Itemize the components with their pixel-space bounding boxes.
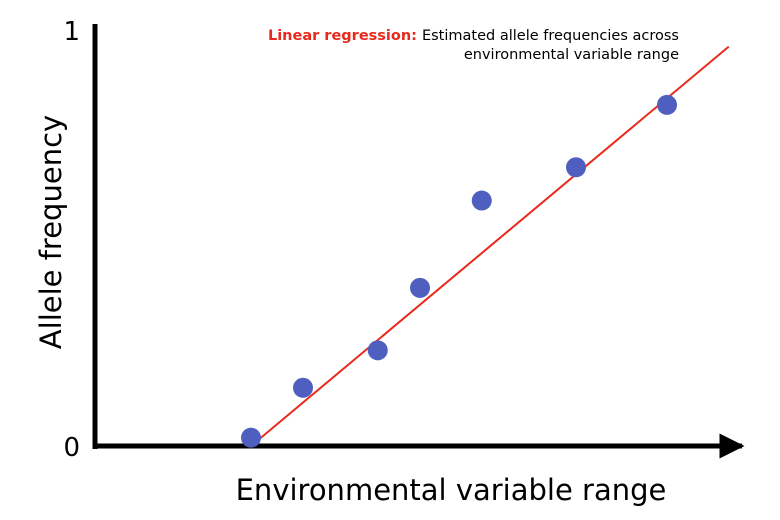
- data-point-7: [657, 94, 677, 115]
- regression-annotation-line1: Linear regression: Estimated allele frequ…: [268, 28, 679, 44]
- data-point-2: [293, 377, 313, 398]
- regression-annotation-text1: Estimated allele frequencies across: [422, 28, 679, 44]
- data-point-3: [367, 340, 388, 361]
- x-axis-title: Environmental variable range: [236, 473, 667, 507]
- data-points: [241, 94, 677, 448]
- regression-annotation-label: Linear regression:: [268, 28, 417, 44]
- y-tick-label-bottom: 0: [63, 433, 80, 463]
- y-axis-title: Allele frequency: [34, 115, 68, 349]
- data-point-1: [241, 427, 261, 448]
- data-point-5: [471, 190, 492, 211]
- regression-line: [250, 45, 730, 447]
- regression-annotation-line2: environmental variable range: [464, 47, 679, 63]
- data-point-6: [566, 157, 586, 178]
- data-point-4: [410, 277, 430, 298]
- y-tick-label-top: 1: [63, 17, 80, 47]
